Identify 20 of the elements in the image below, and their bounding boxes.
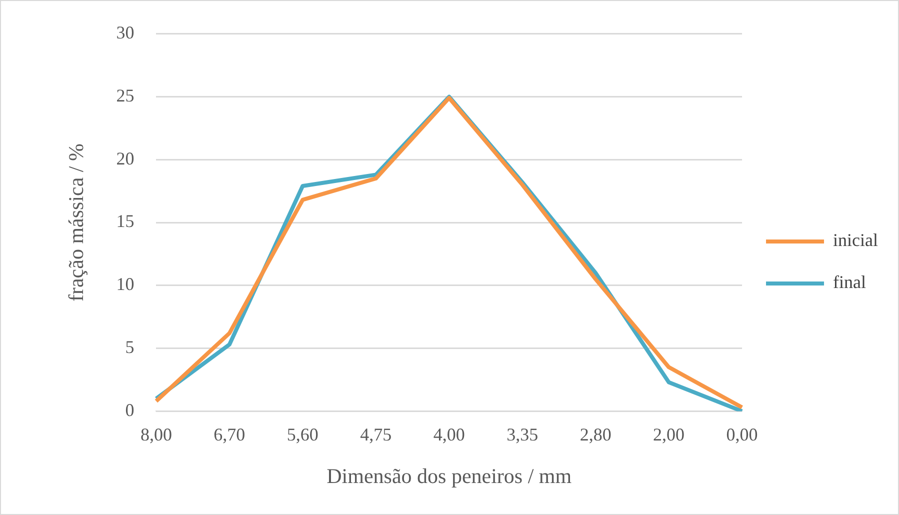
x-tick-label: 6,70 <box>214 424 246 445</box>
y-tick-label: 10 <box>116 274 134 294</box>
x-tick-label: 2,80 <box>580 424 612 445</box>
x-tick-label: 3,35 <box>506 424 538 445</box>
x-axis-title: Dimensão dos peneiros / mm <box>326 464 572 488</box>
y-tick-label: 15 <box>116 211 134 232</box>
x-tick-label: 2,00 <box>653 424 685 445</box>
y-tick-label: 0 <box>125 400 134 420</box>
x-tick-label: 4,00 <box>433 424 465 445</box>
y-tick-label: 30 <box>116 22 134 43</box>
x-tick-label: 8,00 <box>140 424 172 445</box>
x-tick-label: 0,00 <box>726 424 758 445</box>
y-axis-title: fração mássica / % <box>64 143 88 302</box>
legend-label: final <box>833 272 866 292</box>
legend-label: inicial <box>833 230 878 250</box>
x-tick-label: 5,60 <box>286 424 318 445</box>
y-tick-label: 5 <box>125 337 134 358</box>
y-tick-label: 20 <box>116 148 134 168</box>
y-tick-label: 25 <box>116 85 134 106</box>
x-tick-label: 4,75 <box>360 424 392 445</box>
